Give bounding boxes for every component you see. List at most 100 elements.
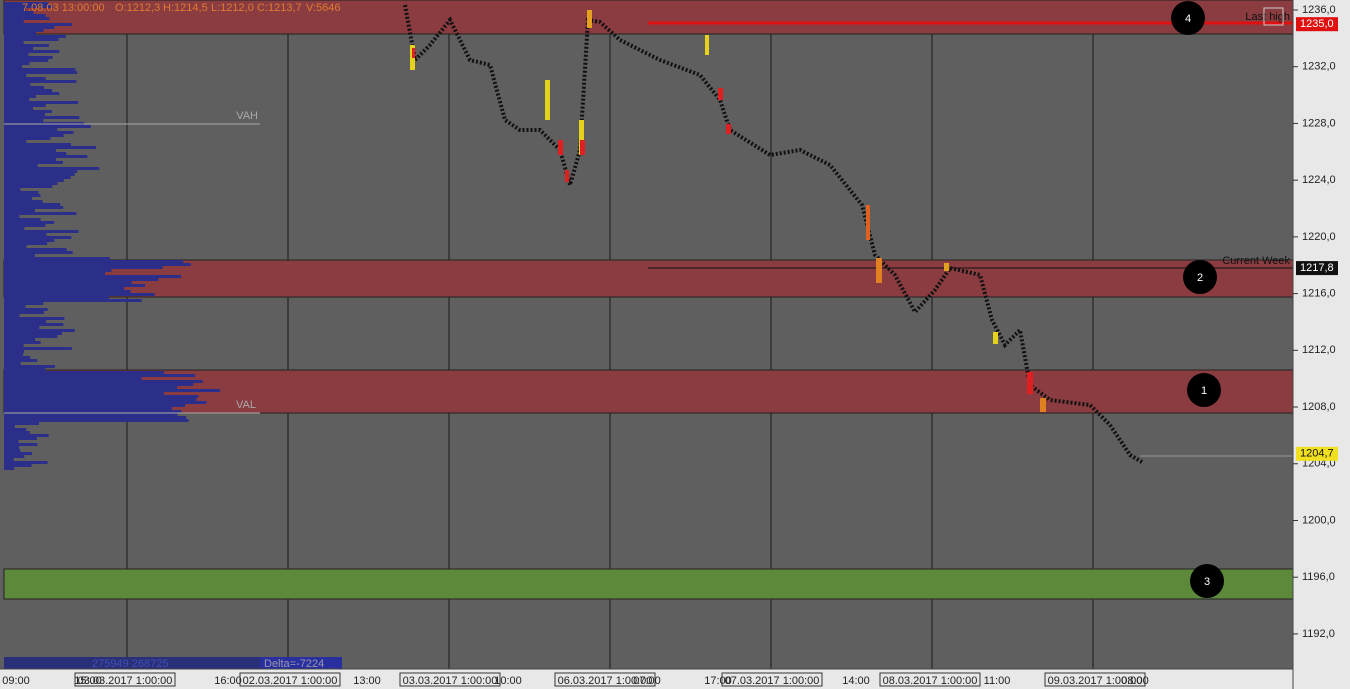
profile-bar [4,203,61,206]
profile-bar [4,86,45,89]
profile-bar [4,377,142,380]
price-label: 1196,0 [1302,571,1335,583]
profile-bar [4,371,165,374]
profile-bar [4,353,24,356]
vah-label: VAH [236,110,258,122]
profile-bar [4,386,178,389]
profile-bar [4,152,67,155]
profile-bar [4,11,34,14]
profile-bar [4,191,39,194]
time-label: 08:00 [1121,675,1149,687]
profile-bar [4,35,66,38]
profile-bar [4,95,36,98]
profile-bar [4,413,178,416]
profile-bar [4,362,21,365]
price-badge [1296,17,1338,32]
profile-bar [4,44,49,47]
profile-bar [4,14,46,17]
time-label-box [1044,672,1146,687]
zone-marker-label: 1 [1201,385,1207,397]
profile-bar [4,59,49,62]
zone-marker-label: 4 [1185,13,1191,25]
profile-bar [4,287,125,290]
profile-bar [4,215,20,218]
price-badge-label: 1235,0 [1300,18,1334,30]
profile-bar [4,458,14,461]
zone-marker-label: 2 [1197,272,1203,284]
profile-bar [4,137,51,140]
profile-bar [4,2,49,5]
profile-bar [4,320,47,323]
time-label-box [239,672,341,687]
price-badge [1296,261,1338,276]
profile-bar [4,140,27,143]
chart-button[interactable] [1263,7,1284,26]
profile-bar [4,182,58,185]
profile-bar [4,296,109,299]
profile-bar [4,392,164,395]
zone-marker [1187,373,1221,407]
profile-bar [4,245,27,248]
profile-bar [4,248,67,251]
profile-bar [4,113,45,116]
time-label: 15:00 [74,675,102,687]
profile-bar [4,359,38,362]
time-label: 13:00 [353,675,381,687]
price-label: 1192,0 [1302,628,1335,640]
order-flow-highlights [410,10,1046,412]
profile-bar [4,374,196,377]
zone-3 [3,568,1294,600]
profile-bar [4,308,48,311]
price-badge-label: 1204,7 [1300,448,1334,460]
profile-bar [4,260,184,263]
zone-marker [1190,564,1224,598]
time-label: 03.03.2017 1:00:00 [78,675,173,687]
zone-2 [3,259,1294,298]
price-label: 1212,0 [1302,344,1336,356]
profile-bar [4,311,44,314]
profile-bar [4,275,182,278]
time-label-box [879,672,981,687]
price-axis-panel [1293,0,1350,689]
profile-bar [4,314,20,317]
profile-bar [4,158,56,161]
price-label: 1232,0 [1302,61,1336,73]
profile-bar [4,104,46,107]
profile-bar [4,212,77,215]
profile-bar [4,431,30,434]
bar-high: H:1214,5 [163,2,208,14]
profile-bar [4,464,32,467]
time-label-box [554,672,656,687]
profile-bar [4,146,97,149]
profile-bar [4,218,41,221]
volume-totals: 275949 268725 [92,658,168,670]
profile-bar [4,428,27,431]
profile-bar [4,71,78,74]
time-label: 10:00 [494,675,522,687]
zone-marker [1171,1,1205,35]
profile-bar [4,293,155,296]
price-label: 1200,0 [1302,514,1336,526]
profile-bar [4,56,53,59]
profile-bar [4,23,72,26]
price-label: 1228,0 [1302,117,1336,129]
profile-bar [4,263,191,266]
profile-bar [4,227,25,230]
profile-bar [4,419,189,422]
profile-bar [4,92,60,95]
price-trace [403,4,1144,464]
price-label: 1236,0 [1302,4,1336,16]
profile-bar [4,302,44,305]
profile-bar [4,251,73,254]
profile-bar [4,20,24,23]
profile-bar [4,434,49,437]
profile-bar [4,5,53,8]
time-label: 06.03.2017 1:00:00 [558,675,653,687]
time-axis-panel [0,669,1293,689]
profile-bar [4,176,71,179]
profile-bar [4,461,48,464]
profile-bar [4,389,221,392]
time-label: 11:00 [984,675,1011,687]
profile-bar [4,443,38,446]
